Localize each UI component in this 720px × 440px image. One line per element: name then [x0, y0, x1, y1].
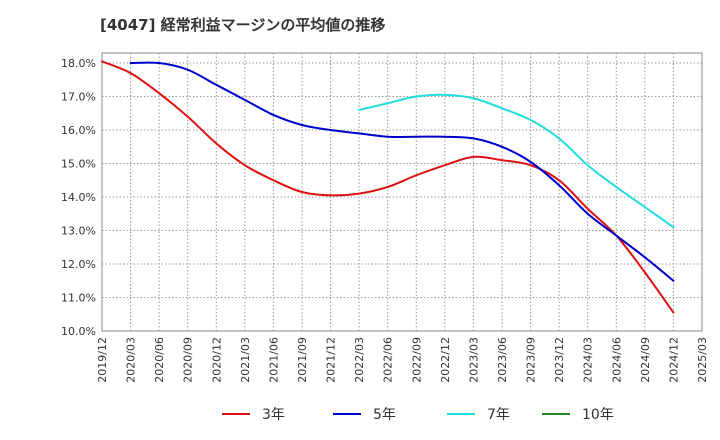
x-tick-label: 2025/03: [696, 337, 709, 383]
series-layer: [101, 60, 675, 314]
series-line-3: [358, 93, 675, 229]
x-tick-label: 2024/09: [639, 337, 652, 383]
x-tick-label: 2023/09: [525, 337, 538, 383]
y-tick-label: 17.0%: [61, 91, 96, 104]
x-tick-label: 2023/12: [553, 337, 566, 383]
legend: 3年 5年 7年 10年: [222, 407, 614, 423]
x-tick-label: 2021/06: [267, 337, 280, 383]
x-tick-label: 2021/03: [239, 337, 252, 383]
x-tick-label: 2021/09: [296, 337, 309, 383]
x-tick-label: 2021/12: [325, 337, 338, 383]
x-tick-label: 2020/09: [182, 337, 195, 383]
y-tick-label: 11.0%: [61, 292, 96, 305]
x-tick-label: 2024/06: [610, 337, 623, 383]
series-line-2: [129, 61, 675, 282]
x-tick-label: 2022/03: [353, 337, 366, 383]
legend-label-3: 7年: [487, 407, 510, 423]
x-tick-label: 2024/12: [667, 337, 680, 383]
y-tick-label: 13.0%: [61, 225, 96, 238]
y-tick-label: 12.0%: [61, 258, 96, 271]
x-tick-label: 2020/12: [210, 337, 223, 383]
x-tick-label: 2023/06: [496, 337, 509, 383]
legend-label-4: 10年: [582, 407, 614, 423]
x-tick-label: 2020/03: [125, 337, 138, 383]
x-tick-label: 2019/12: [96, 337, 109, 383]
y-tick-label: 18.0%: [61, 57, 96, 70]
x-tick-label: 2022/06: [382, 337, 395, 383]
legend-label-1: 3年: [262, 407, 285, 423]
x-tick-label: 2022/12: [439, 337, 452, 383]
y-tick-label: 16.0%: [61, 124, 96, 137]
series-line-1: [101, 60, 675, 314]
y-tick-label: 14.0%: [61, 191, 96, 204]
x-tick-label: 2022/09: [410, 337, 423, 383]
y-tick-label: 15.0%: [61, 158, 96, 171]
x-tick-label: 2024/03: [582, 337, 595, 383]
x-tick-label: 2023/03: [467, 337, 480, 383]
chart-title: [4047] 経常利益マージンの平均値の推移: [100, 16, 386, 34]
legend-label-2: 5年: [373, 407, 396, 423]
x-tick-label: 2020/06: [153, 337, 166, 383]
grid-layer: [101, 52, 703, 332]
y-tick-label: 10.0%: [61, 325, 96, 338]
plot-area-border: [101, 52, 703, 332]
axes-layer: 10.0% 11.0% 12.0% 13.0% 14.0% 15.0% 16.0% 17.0%…: [61, 57, 709, 383]
